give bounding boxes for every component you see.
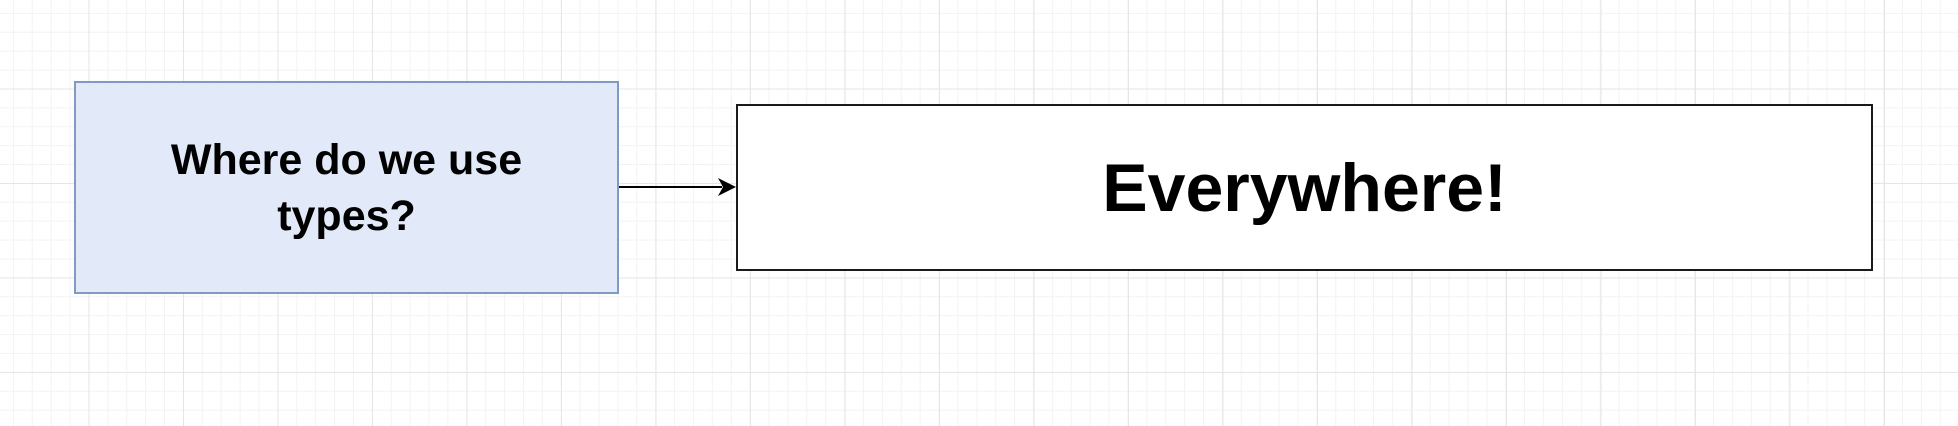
arrowhead-icon — [718, 178, 736, 196]
answer-node-label: Everywhere! — [1102, 149, 1507, 226]
answer-node[interactable]: Everywhere! — [736, 104, 1873, 271]
question-node-label: Where do we use types? — [170, 135, 523, 240]
question-node[interactable]: Where do we use types? — [74, 81, 619, 294]
